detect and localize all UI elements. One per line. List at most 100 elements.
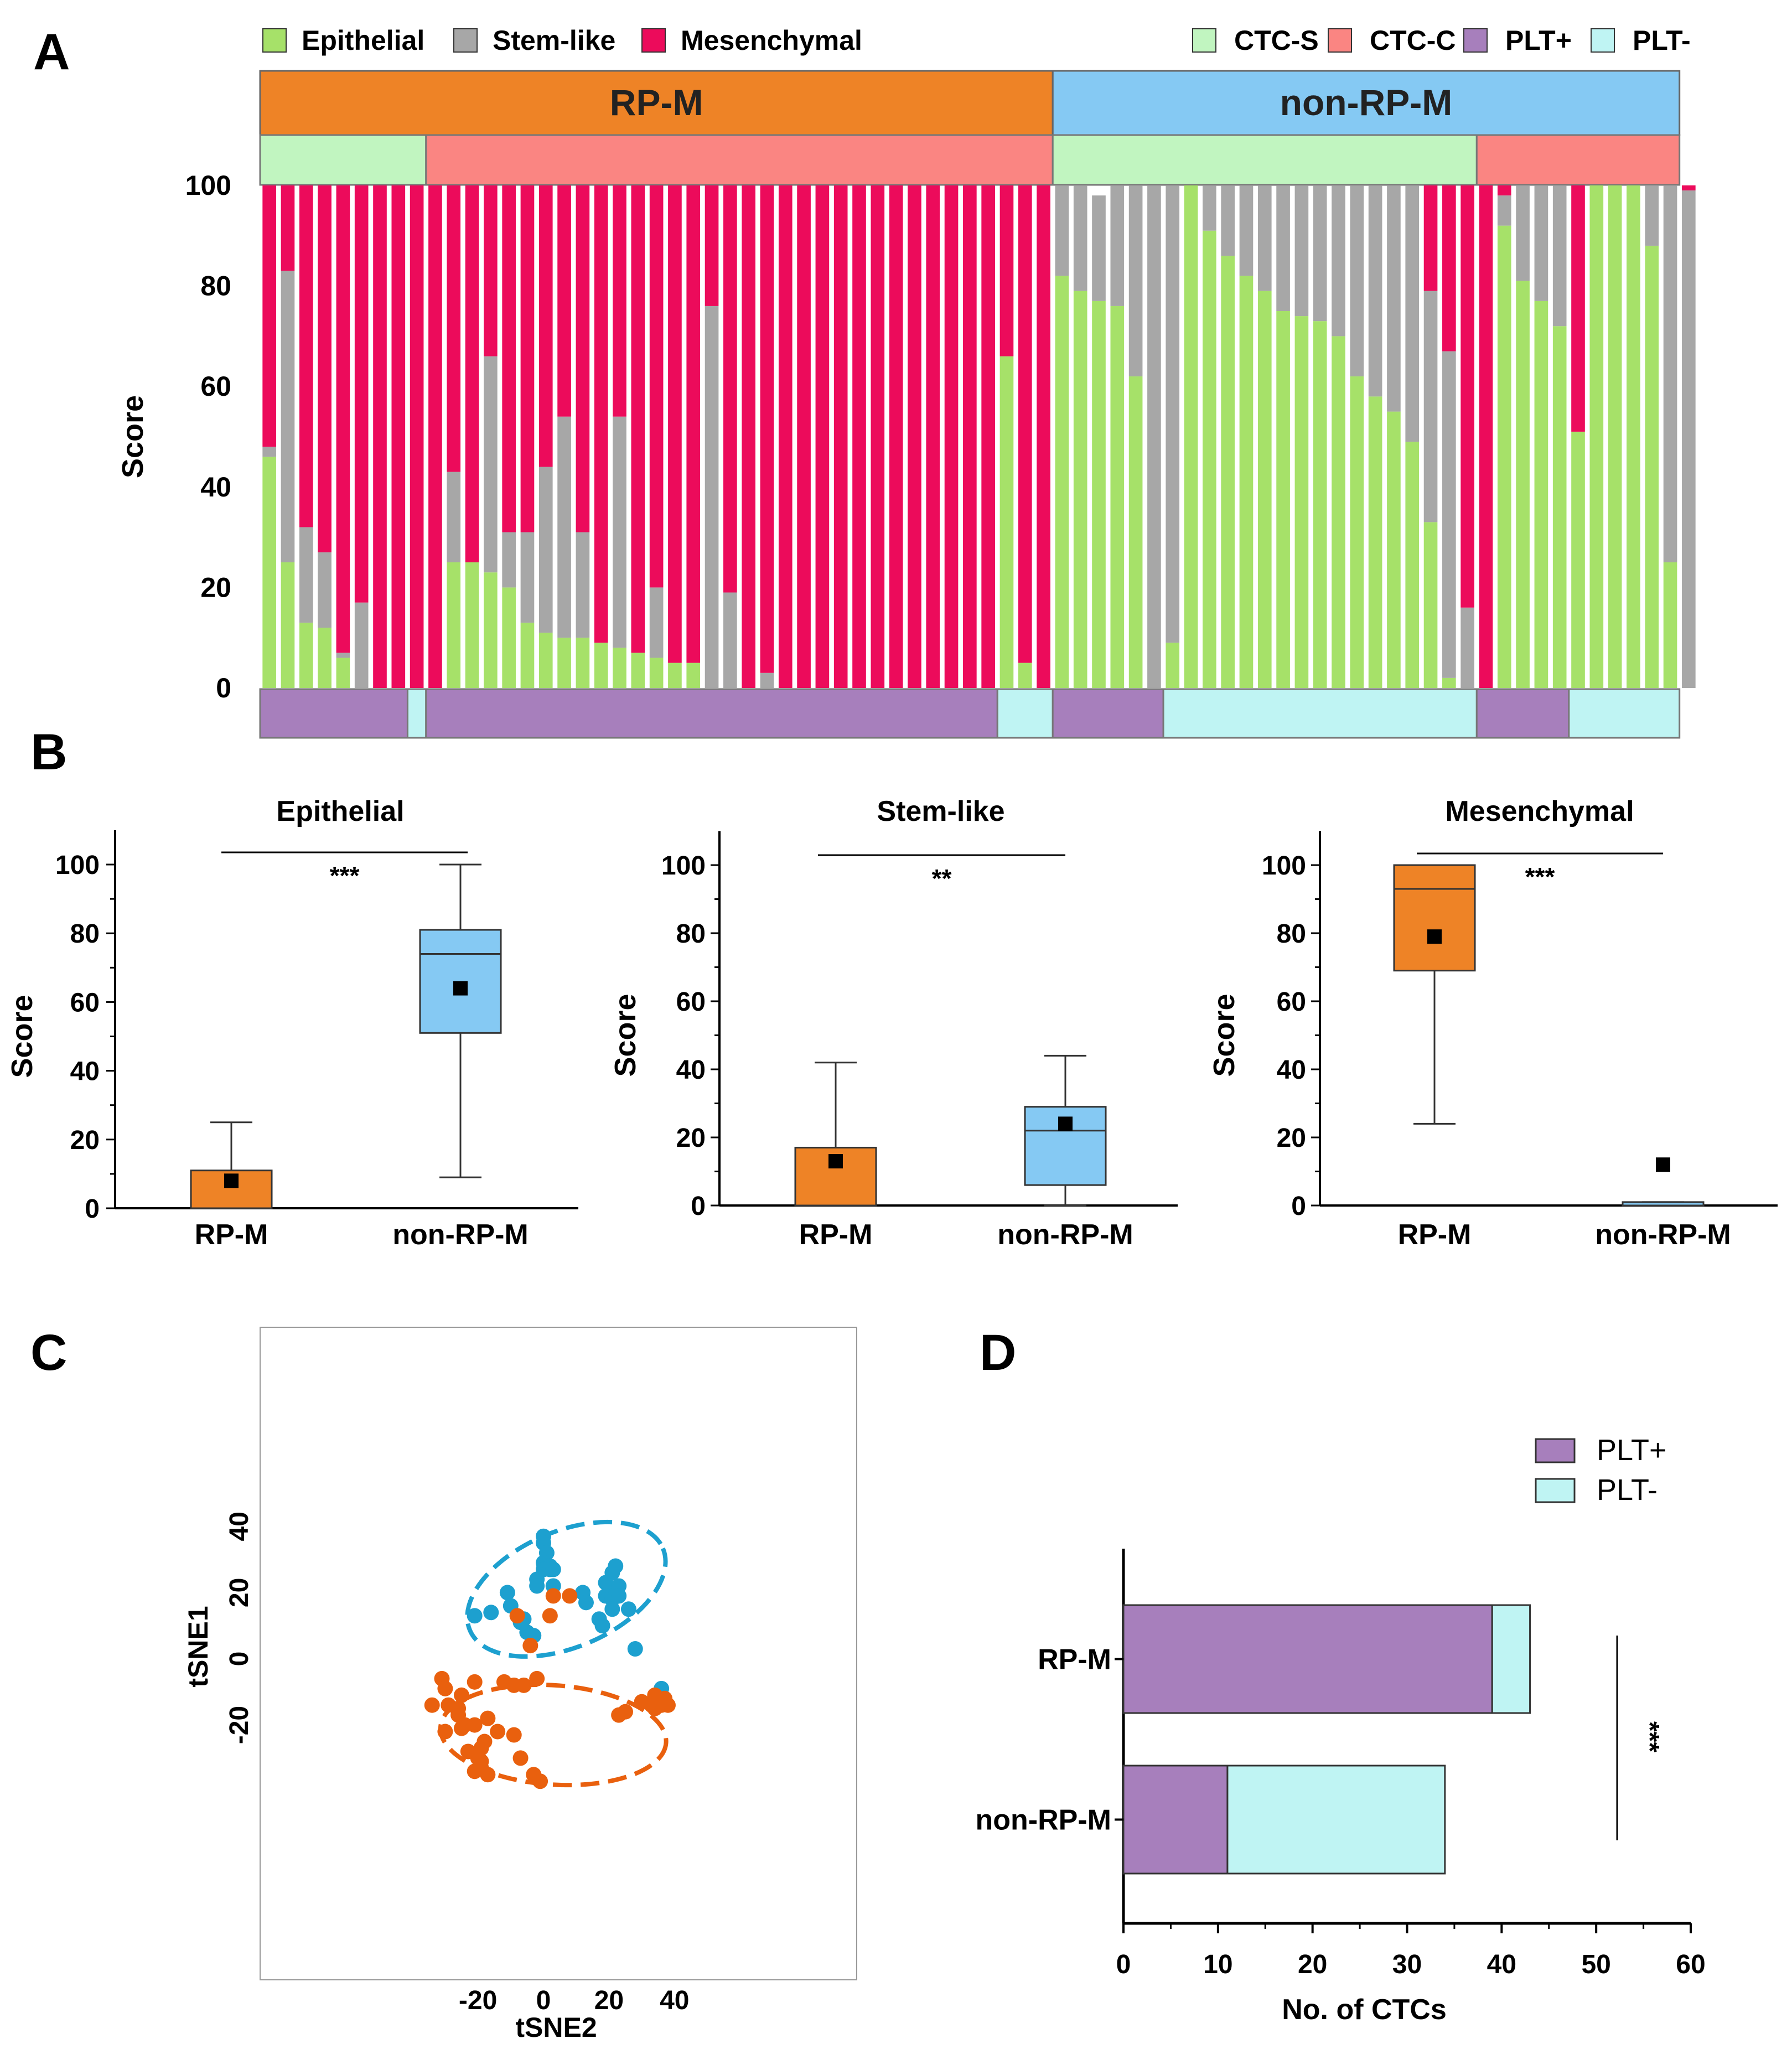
legend-label-ctc-c: CTC-C [1370, 25, 1456, 56]
bar-epithelial-61 [1387, 411, 1401, 688]
c-xtick--20: -20 [459, 1986, 497, 2015]
bar-epithelial-40 [999, 356, 1014, 688]
b-xtick-2-1: non-RP-M [1595, 1219, 1731, 1251]
c-point-rp-m-31 [467, 1763, 483, 1779]
bar-stem-like-68 [1516, 185, 1530, 281]
b-mean-0-1 [453, 981, 468, 996]
bar-epithelial-56 [1294, 316, 1309, 688]
bar-mesenchymal-23 [686, 185, 701, 663]
c-point-rp-m-11 [529, 1670, 545, 1686]
panel-a-stacked-bar-chart: Epithelial Stem-like Mesenchymal CTC-S CTC-C… [116, 25, 1696, 739]
bar-mesenchymal-37 [944, 185, 959, 688]
bar-epithelial-57 [1313, 321, 1327, 688]
c-point-non-rp-m-20 [611, 1588, 627, 1604]
c-ytick-20: 20 [225, 1578, 254, 1607]
c-point-rp-m-21 [437, 1724, 453, 1740]
bar-stem-like-12 [484, 356, 498, 573]
bar-mesenchymal-11 [465, 185, 479, 562]
bar-epithelial-18 [594, 643, 608, 688]
bar-stem-like-2 [299, 527, 313, 623]
bar-epithelial-13 [502, 587, 516, 688]
bar-mesenchymal-29 [797, 185, 811, 688]
bar-stem-like-52 [1221, 185, 1235, 256]
bar-stem-like-56 [1294, 185, 1309, 317]
bar-mesenchymal-20 [631, 185, 645, 653]
d-bar-plt+-0 [1122, 1604, 1493, 1714]
panel-label-c: C [30, 1324, 67, 1381]
bar-epithelial-60 [1368, 396, 1382, 688]
panel-b-box-plots: Epithelial 0 20 40 60 80 100 Score *** RP-M non-RP… [6, 795, 1778, 1251]
d-legend-label-plt-: PLT- [1597, 1473, 1658, 1507]
bar-mesenchymal-17 [576, 185, 590, 532]
ctc-annotation-3 [1475, 134, 1681, 186]
bar-mesenchymal-28 [778, 185, 793, 688]
legend-label-epithelial: Epithelial [302, 25, 424, 56]
bar-stem-like-3 [318, 552, 332, 628]
bar-stem-like-16 [557, 416, 571, 638]
a-ytick-80: 80 [200, 271, 231, 302]
bar-epithelial-72 [1589, 185, 1604, 688]
a-ytick-40: 40 [200, 472, 231, 503]
c-xtick-20: 20 [594, 1986, 624, 2015]
c-plot-frame [260, 1327, 857, 1980]
bar-stem-like-25 [723, 592, 737, 688]
c-point-rp-m-6 [437, 1680, 453, 1696]
bar-stem-like-53 [1239, 185, 1254, 276]
bar-stem-like-63 [1423, 291, 1438, 522]
b-mean-2-0 [1427, 929, 1442, 944]
legend-label-ctc-s: CTC-S [1234, 25, 1319, 56]
bar-stem-like-55 [1276, 185, 1290, 311]
d-xtick-10: 10 [1203, 1950, 1232, 1979]
bar-stem-like-77 [1682, 190, 1696, 689]
c-point-rp-m-10 [516, 1677, 532, 1693]
bar-epithelial-71 [1571, 431, 1585, 688]
d-sig-label: *** [1635, 1721, 1664, 1752]
c-point-rp-m-20 [480, 1710, 496, 1726]
bar-mesenchymal-6 [373, 185, 387, 688]
bar-epithelial-21 [649, 658, 664, 688]
bar-epithelial-22 [668, 663, 682, 688]
bar-stem-like-13 [502, 532, 516, 588]
bar-epithelial-47 [1128, 376, 1143, 688]
c-xtick-40: 40 [660, 1986, 689, 2015]
bar-epithelial-55 [1276, 311, 1290, 688]
group-header-0 [259, 70, 1054, 136]
plt-annotation-6 [1475, 688, 1570, 739]
bar-epithelial-64 [1442, 677, 1456, 688]
c-point-non-rp-m-25 [594, 1618, 610, 1634]
b-ytick-1-100: 100 [661, 851, 706, 881]
bar-epithelial-63 [1423, 522, 1438, 688]
bar-mesenchymal-21 [649, 185, 664, 588]
bar-epithelial-70 [1552, 326, 1567, 688]
bar-mesenchymal-12 [484, 185, 498, 356]
b-sig-label-2: *** [1525, 862, 1555, 891]
panel-label-d: D [980, 1324, 1016, 1381]
legend-label-mesenchymal: Mesenchymal [681, 25, 862, 56]
bar-stem-like-17 [576, 532, 590, 638]
group-header-label-1: non-RP-M [1280, 82, 1453, 123]
bar-epithelial-23 [686, 663, 701, 688]
b-ylabel-2: Score [1208, 994, 1241, 1077]
bar-epithelial-69 [1534, 301, 1548, 688]
c-point-rp-m-22 [490, 1724, 506, 1740]
bar-stem-like-70 [1552, 185, 1567, 327]
c-point-rp-m-1 [562, 1588, 578, 1604]
plt-annotation-7 [1568, 688, 1681, 739]
d-bar-plt--0 [1491, 1604, 1531, 1714]
bar-stem-like-64 [1442, 351, 1456, 678]
c-point-rp-m-0 [545, 1588, 561, 1604]
bar-epithelial-2 [299, 622, 313, 688]
bar-mesenchymal-14 [520, 185, 535, 532]
bar-stem-like-62 [1405, 185, 1420, 442]
bar-stem-like-19 [613, 416, 626, 648]
bar-stem-like-47 [1128, 185, 1143, 377]
c-point-rp-m-43 [660, 1697, 676, 1713]
c-point-non-rp-m-27 [467, 1608, 483, 1624]
c-point-rp-m-12 [424, 1697, 440, 1713]
plt-annotation-4 [1052, 688, 1164, 739]
bar-stem-like-58 [1332, 185, 1345, 337]
c-point-rp-m-32 [480, 1767, 496, 1783]
bar-stem-like-27 [760, 672, 774, 688]
bar-mesenchymal-18 [594, 185, 608, 643]
bar-mesenchymal-7 [391, 185, 406, 688]
